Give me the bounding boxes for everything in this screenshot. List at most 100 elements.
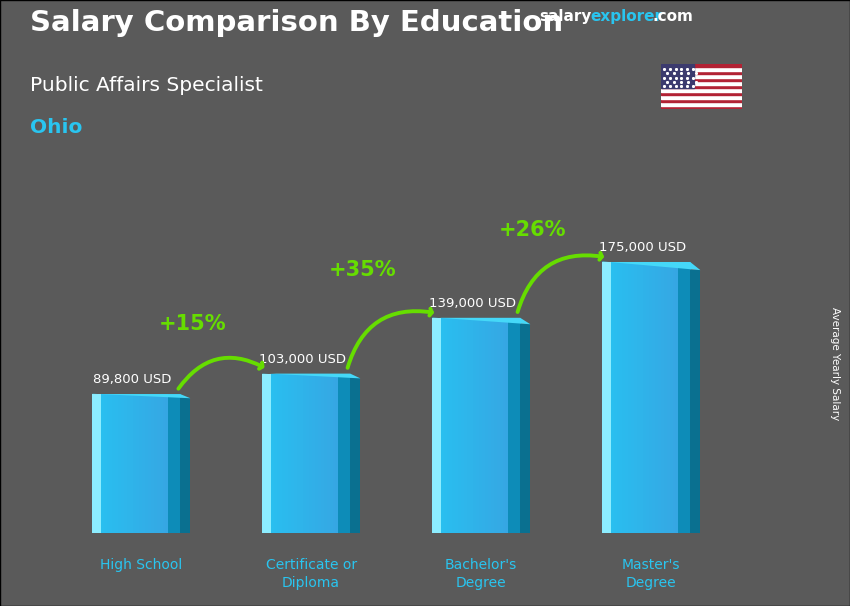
Text: 139,000 USD: 139,000 USD [429, 297, 516, 310]
Bar [348, 374, 350, 533]
Bar [688, 262, 690, 533]
Bar [160, 394, 163, 533]
Bar [661, 67, 742, 71]
Bar [643, 262, 646, 533]
Bar [320, 374, 324, 533]
Bar [661, 81, 742, 85]
Bar [616, 262, 620, 533]
Bar [661, 99, 742, 102]
Bar [324, 374, 327, 533]
Bar [142, 394, 145, 533]
Bar [638, 262, 640, 533]
Bar [270, 374, 274, 533]
Bar [660, 262, 664, 533]
Bar [168, 394, 172, 533]
Bar [456, 318, 459, 533]
Bar [661, 64, 694, 88]
Bar [438, 318, 441, 533]
Bar [280, 374, 283, 533]
Bar [518, 318, 520, 533]
Bar [604, 262, 608, 533]
Bar [314, 374, 318, 533]
Bar [649, 262, 652, 533]
Polygon shape [262, 373, 360, 378]
Bar [178, 394, 180, 533]
Bar [274, 374, 277, 533]
Text: Average Yearly Salary: Average Yearly Salary [830, 307, 840, 420]
Bar [332, 374, 336, 533]
Bar [446, 318, 450, 533]
Bar [458, 318, 462, 533]
Bar [110, 394, 113, 533]
Text: +26%: +26% [499, 220, 567, 240]
Bar [490, 318, 494, 533]
Bar [336, 374, 339, 533]
Bar [154, 394, 157, 533]
Bar [632, 262, 635, 533]
Bar [276, 374, 280, 533]
Text: Certificate or
Diploma: Certificate or Diploma [265, 558, 357, 590]
Bar [268, 374, 271, 533]
Bar [520, 324, 530, 533]
Polygon shape [432, 318, 530, 324]
Bar [684, 262, 688, 533]
Bar [496, 318, 500, 533]
Bar [112, 394, 116, 533]
Bar [661, 92, 742, 95]
Text: Salary Comparison By Education: Salary Comparison By Education [30, 9, 563, 37]
Bar [608, 262, 611, 533]
Bar [440, 318, 444, 533]
Bar [664, 262, 667, 533]
Bar [432, 318, 435, 533]
Bar [512, 318, 514, 533]
Bar [104, 394, 107, 533]
Text: .com: .com [653, 9, 694, 24]
Bar [622, 262, 626, 533]
Bar [470, 318, 473, 533]
Bar [262, 374, 265, 533]
Bar [294, 374, 297, 533]
Bar [288, 374, 292, 533]
Bar [661, 78, 742, 81]
Bar [672, 262, 676, 533]
Bar [92, 394, 95, 533]
Bar [676, 262, 679, 533]
Bar [494, 318, 497, 533]
Bar [626, 262, 629, 533]
Bar [326, 374, 330, 533]
Bar [156, 394, 160, 533]
Bar [634, 262, 638, 533]
Bar [166, 394, 169, 533]
Bar [658, 262, 661, 533]
Bar [303, 374, 306, 533]
Bar [318, 374, 321, 533]
Bar [464, 318, 468, 533]
Bar [661, 71, 742, 74]
Bar [300, 374, 303, 533]
Polygon shape [602, 261, 700, 270]
Bar [476, 318, 479, 533]
Bar [133, 394, 136, 533]
Bar [628, 262, 632, 533]
Bar [298, 374, 300, 533]
Bar [150, 394, 154, 533]
Bar [330, 374, 333, 533]
Bar [479, 318, 482, 533]
Bar [640, 262, 643, 533]
Bar [482, 318, 485, 533]
Bar [462, 318, 465, 533]
Bar [484, 318, 488, 533]
Text: +35%: +35% [329, 260, 397, 280]
Bar [306, 374, 309, 533]
Bar [100, 394, 104, 533]
Bar [106, 394, 110, 533]
Bar [444, 318, 447, 533]
Bar [506, 318, 509, 533]
Text: Master's
Degree: Master's Degree [622, 558, 680, 590]
Text: +15%: +15% [159, 313, 227, 333]
Bar [139, 394, 142, 533]
Bar [661, 95, 742, 99]
Bar [116, 394, 119, 533]
Bar [180, 398, 190, 533]
Bar [646, 262, 649, 533]
